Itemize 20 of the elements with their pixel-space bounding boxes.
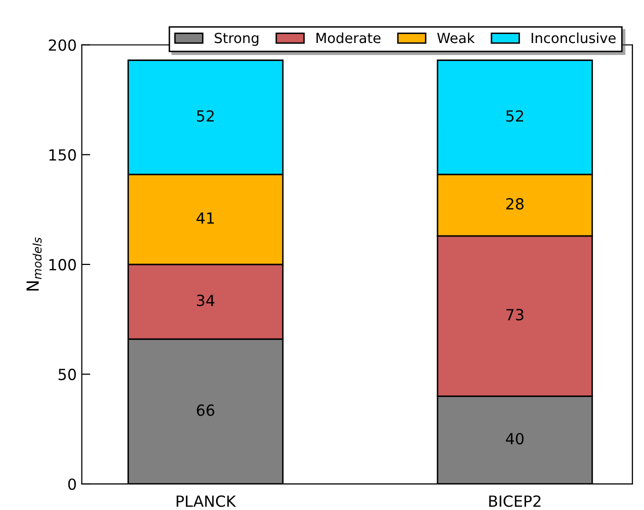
x-tick-label: PLANCK (176, 495, 236, 507)
data-label: 66 (196, 404, 214, 416)
x-tick-label: BICEP2 (489, 495, 540, 507)
y-axis-title: N$_{models}$ (26, 237, 42, 291)
y-tick-label: 200 (48, 39, 76, 51)
data-label: 52 (196, 110, 214, 122)
y-tick-label: 100 (49, 258, 76, 270)
data-label: 40 (506, 432, 524, 445)
data-label: 73 (506, 308, 524, 320)
y-tick-label: 50 (58, 368, 76, 380)
legend-label: Inconclusive (532, 32, 616, 44)
data-label: 41 (196, 212, 214, 224)
data-label: 34 (196, 294, 214, 306)
data-label: 52 (506, 110, 524, 122)
y-tick-label: 150 (49, 149, 76, 161)
y-tick-label: 0 (68, 478, 76, 490)
data-label: 28 (506, 198, 524, 210)
legend-label: Strong (214, 32, 258, 46)
legend-label: Weak (437, 32, 475, 44)
legend-label: Moderate (316, 32, 380, 44)
